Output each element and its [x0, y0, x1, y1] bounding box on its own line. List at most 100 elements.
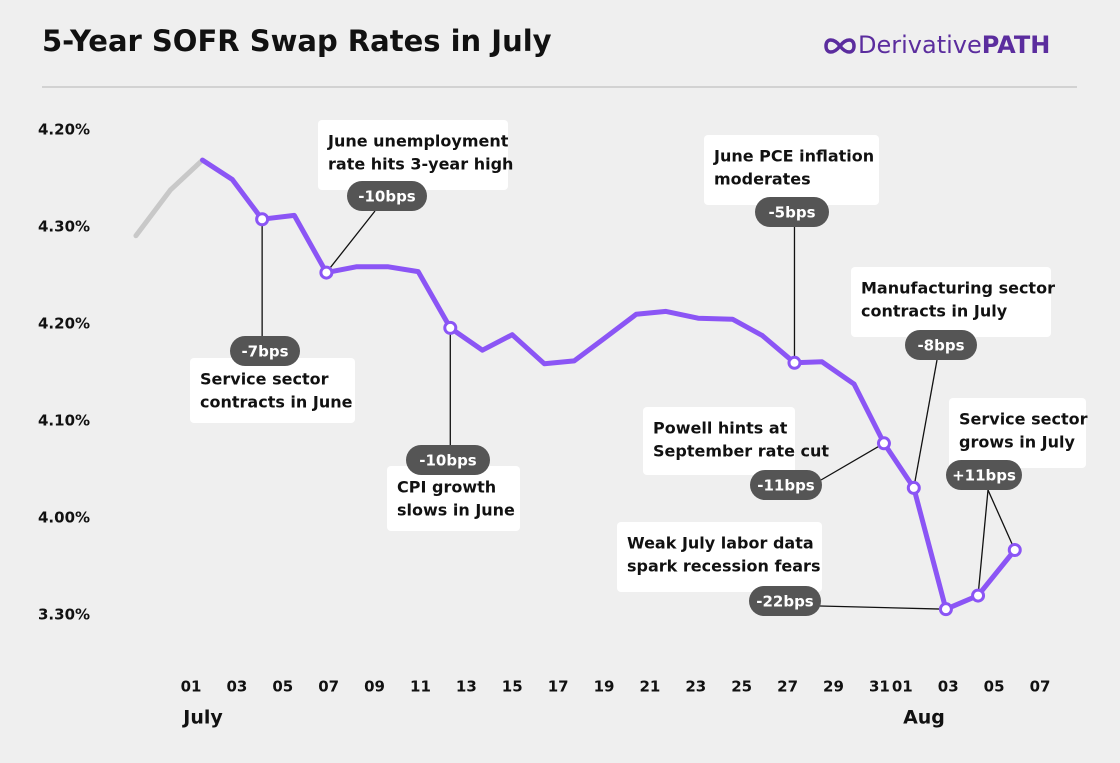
- annotation-text: June unemployment: [327, 132, 509, 151]
- month-label: July: [181, 707, 223, 729]
- event-marker: [255, 212, 270, 227]
- leader-line: [913, 359, 938, 489]
- x-tick-label: 01: [181, 678, 202, 696]
- y-tick-label: 4.20%: [38, 315, 90, 333]
- x-tick-label: 15: [502, 678, 523, 696]
- x-tick-label: 11: [410, 678, 431, 696]
- annotation-box: [704, 135, 879, 205]
- x-tick-label: 03: [226, 678, 247, 696]
- logo-icon: [824, 38, 856, 54]
- x-tick-label: 05: [984, 678, 1005, 696]
- line-series: [133, 157, 205, 239]
- annotation-text: contracts in July: [861, 302, 1008, 321]
- event-marker: [443, 320, 458, 335]
- event-marker: [971, 588, 986, 603]
- annotation-text: Service sector: [959, 410, 1088, 429]
- annotation: Service sector contracts in June -7bps: [190, 219, 355, 423]
- annotation-box: [851, 267, 1051, 337]
- annotation-text: Powell hints at: [653, 419, 788, 438]
- badge-text: -22bps: [756, 593, 814, 611]
- x-tick-label: 03: [938, 678, 959, 696]
- x-tick-label: 27: [777, 678, 798, 696]
- brand-bold: PATH: [982, 31, 1051, 59]
- x-tick-label: 05: [272, 678, 293, 696]
- annotation-text: slows in June: [397, 501, 515, 520]
- annotation: June PCE inflation moderates -5bps: [704, 135, 879, 363]
- brand-regular: Derivative: [858, 31, 982, 59]
- brand-name: DerivativePATH: [858, 31, 1050, 59]
- annotation: Powell hints at September rate cut -11bps: [643, 407, 885, 500]
- annotation-box: [949, 398, 1086, 468]
- annotation-text: moderates: [714, 170, 811, 189]
- y-tick-label: 4.00%: [38, 509, 90, 527]
- event-marker: [1007, 543, 1022, 558]
- badge: [406, 445, 490, 475]
- badge: [230, 336, 300, 366]
- annotation: Manufacturing sector contracts in July -8b…: [851, 267, 1055, 489]
- x-tick-label: 07: [318, 678, 339, 696]
- x-tick-label: 21: [639, 678, 660, 696]
- badge-text: -10bps: [419, 452, 477, 470]
- badge-text: -8bps: [917, 337, 964, 355]
- event-marker: [787, 355, 802, 370]
- annotation-box: [617, 522, 822, 592]
- x-tick-label: 01: [892, 678, 913, 696]
- x-tick-label: 31: [869, 678, 890, 696]
- badge: [749, 586, 821, 616]
- annotation-text: June PCE inflation: [713, 147, 874, 166]
- leader-line: [325, 210, 376, 273]
- annotation-text: Service sector: [200, 370, 329, 389]
- annotation-box: [318, 120, 508, 190]
- y-tick-label: 4.20%: [38, 121, 90, 139]
- badge: [755, 197, 829, 227]
- badge: [946, 460, 1022, 490]
- x-tick-label: 09: [364, 678, 385, 696]
- month-label: Aug: [903, 707, 945, 729]
- leader-line: [977, 489, 989, 596]
- leader-line: [820, 442, 885, 481]
- y-tick-label: 4.10%: [38, 412, 90, 430]
- annotation: Service sector grows in July +11bps: [946, 398, 1088, 596]
- x-tick-label: 19: [594, 678, 615, 696]
- annotation-text: contracts in June: [200, 393, 353, 412]
- annotation-text: rate hits 3-year high: [328, 155, 513, 174]
- x-tick-label: 25: [731, 678, 752, 696]
- annotation-text: Manufacturing sector: [861, 279, 1055, 298]
- event-marker: [938, 602, 953, 617]
- annotation-text: spark recession fears: [627, 557, 820, 576]
- badge-text: -7bps: [241, 343, 288, 361]
- annotation-box: [387, 466, 520, 531]
- badge: [905, 330, 977, 360]
- annotation-text: grows in July: [959, 433, 1075, 452]
- annotation-text: September rate cut: [653, 442, 829, 461]
- annotation-text: CPI growth: [397, 478, 496, 497]
- event-marker: [906, 480, 921, 495]
- badge: [750, 470, 822, 500]
- annotation: Weak July labor data spark recession fear…: [617, 522, 946, 616]
- chart-title: 5-Year SOFR Swap Rates in July: [42, 24, 552, 58]
- badge-text: -11bps: [757, 477, 815, 495]
- badge: [347, 181, 427, 211]
- x-tick-label: 29: [823, 678, 844, 696]
- y-tick-label: 3.30%: [38, 606, 90, 624]
- brand-logo: DerivativePATH: [824, 31, 1050, 59]
- line-series: [200, 157, 1018, 612]
- badge-text: +11bps: [952, 467, 1016, 485]
- event-marker: [319, 265, 334, 280]
- event-marker: [876, 436, 891, 451]
- annotation: June unemployment rate hits 3-year high -1…: [318, 120, 513, 273]
- annotation-box: [190, 358, 355, 423]
- annotation-box: [643, 407, 795, 475]
- badge-text: -5bps: [768, 204, 815, 222]
- badge-text: -10bps: [358, 188, 416, 206]
- x-tick-label: 07: [1030, 678, 1051, 696]
- annotation: CPI growth slows in June -10bps: [387, 327, 520, 531]
- y-tick-label: 4.30%: [38, 218, 90, 236]
- x-tick-label: 13: [456, 678, 477, 696]
- x-tick-label: 23: [685, 678, 706, 696]
- x-tick-label: 17: [548, 678, 569, 696]
- leader-line: [987, 489, 1016, 551]
- annotation-text: Weak July labor data: [627, 534, 814, 553]
